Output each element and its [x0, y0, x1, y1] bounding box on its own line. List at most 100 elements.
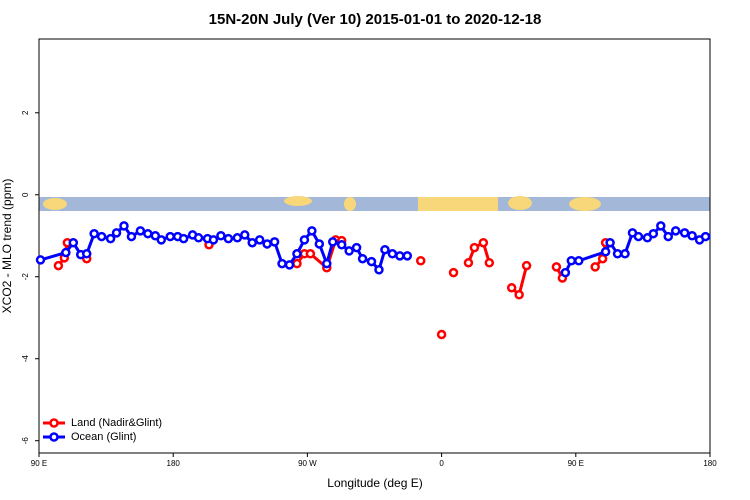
data-point — [105, 233, 116, 244]
data-point — [262, 239, 272, 249]
data-point — [143, 228, 153, 239]
chart-title: 15N-20N July (Ver 10) 2015-01-01 to 2020… — [209, 11, 542, 28]
data-point — [223, 233, 234, 244]
map-land — [43, 198, 67, 210]
data-point — [574, 256, 584, 266]
data-point — [514, 290, 524, 300]
data-point — [469, 242, 480, 253]
data-point — [648, 228, 659, 239]
data-point — [484, 258, 495, 268]
data-point — [551, 262, 562, 272]
data-point — [81, 249, 92, 259]
x-tick-label: 90 W — [298, 459, 317, 468]
data-point — [111, 228, 122, 238]
map-strip — [39, 196, 710, 211]
data-point — [277, 258, 287, 269]
data-point — [395, 251, 405, 261]
data-point — [135, 226, 146, 236]
data-point — [156, 235, 167, 245]
data-point — [232, 233, 243, 243]
data-point — [560, 267, 571, 278]
data-point — [687, 231, 697, 241]
data-point — [374, 265, 384, 275]
data-point — [307, 226, 317, 236]
x-tick-label: 180 — [703, 459, 717, 468]
data-point — [216, 231, 226, 241]
data-point — [415, 256, 426, 266]
data-point — [68, 237, 79, 248]
map-land — [508, 196, 532, 210]
y-tick-label: -2 — [21, 273, 30, 281]
data-point — [35, 255, 46, 265]
data-point — [566, 256, 577, 266]
data-point — [61, 247, 71, 258]
data-point — [656, 221, 666, 231]
x-tick-label: 90 E — [31, 459, 47, 468]
data-point — [208, 235, 219, 245]
data-point — [299, 235, 310, 245]
y-tick-label: -4 — [21, 355, 30, 363]
map-land — [284, 196, 312, 206]
data-point — [478, 237, 489, 248]
data-point — [284, 260, 295, 270]
data-point — [336, 240, 347, 250]
x-tick-label: 180 — [167, 459, 181, 468]
data-point — [380, 244, 390, 255]
legend-marker — [49, 418, 59, 428]
data-point — [463, 258, 474, 268]
legend-label: Ocean (Glint) — [71, 431, 136, 443]
legend-label: Land (Nadir&Glint) — [71, 417, 162, 429]
data-point — [247, 237, 257, 248]
plot-frame — [38, 38, 711, 454]
legend-marker — [49, 432, 59, 442]
data-point — [269, 237, 280, 247]
data-point — [620, 249, 630, 259]
data-point — [670, 226, 681, 236]
data-point — [357, 253, 368, 264]
data-point — [351, 242, 362, 253]
data-point — [193, 233, 204, 243]
data-point — [314, 239, 325, 249]
data-point — [642, 233, 653, 243]
data-point — [327, 237, 338, 247]
map-land — [418, 197, 498, 211]
data-point — [612, 249, 623, 259]
data-point — [126, 231, 137, 242]
y-tick-label: 2 — [21, 110, 30, 115]
data-point — [240, 230, 250, 240]
data-point — [679, 228, 690, 238]
map-land — [344, 197, 356, 211]
data-point — [387, 249, 398, 259]
data-point — [633, 231, 644, 242]
data-point — [663, 231, 673, 242]
data-point — [165, 231, 175, 242]
y-axis-label: XCO2 - MLO trend (ppm) — [0, 179, 14, 314]
y-tick-label: -6 — [21, 437, 30, 445]
data-point — [292, 258, 302, 269]
data-point — [605, 237, 615, 248]
x-axis-label: Longitude (deg E) — [327, 476, 422, 490]
data-point — [150, 231, 161, 241]
data-point — [521, 260, 532, 271]
data-point — [600, 246, 611, 257]
data-point — [53, 260, 64, 271]
map-land — [569, 197, 601, 211]
data-point — [506, 283, 517, 293]
data-point — [402, 251, 413, 261]
x-tick-label: 90 E — [568, 459, 584, 468]
x-tick-label: 0 — [439, 459, 444, 468]
y-tick-label: 0 — [21, 192, 30, 197]
data-point — [436, 329, 447, 340]
data-point — [292, 249, 302, 259]
data-point — [344, 246, 354, 256]
data-point — [305, 249, 316, 259]
data-point — [448, 267, 459, 278]
data-point — [700, 231, 711, 242]
data-point — [322, 258, 332, 269]
data-point — [119, 221, 129, 231]
data-point — [178, 233, 189, 244]
data-point — [96, 231, 107, 242]
data-point — [254, 235, 265, 245]
data-point — [590, 262, 600, 272]
